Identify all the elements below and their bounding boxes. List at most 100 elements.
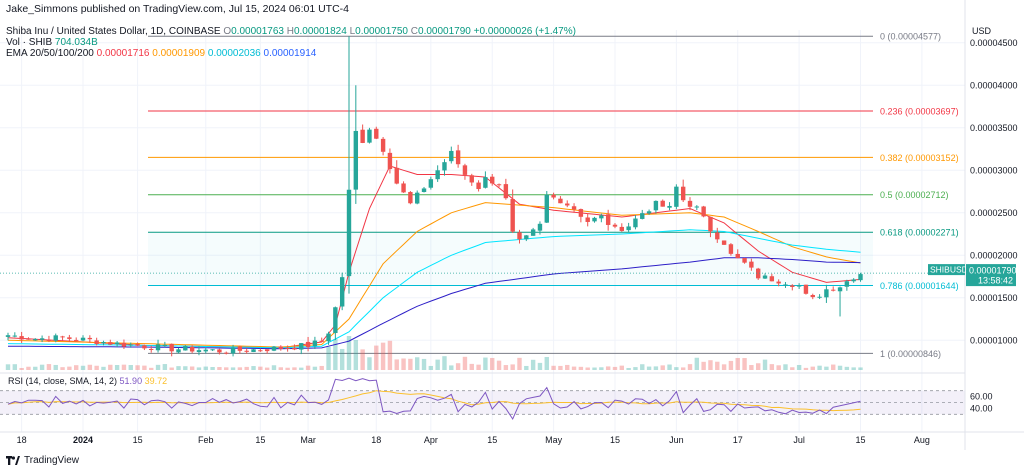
candle-body	[203, 349, 208, 352]
candle	[305, 336, 311, 352]
rsi-pane: RSI (14, close, SMA, 14, 2) 51.90 39.72 6…	[0, 372, 993, 421]
volume-bar	[264, 367, 270, 370]
candle	[708, 216, 713, 238]
open-label: O	[223, 26, 232, 37]
candle	[155, 339, 161, 353]
candle-body	[421, 188, 427, 193]
candle-body	[319, 340, 324, 342]
volume-bar	[544, 356, 549, 370]
candle	[660, 199, 665, 207]
publisher-line: Jake_Simmons published on TradingView.co…	[6, 3, 349, 15]
candle-body	[217, 349, 222, 353]
candle	[149, 345, 154, 353]
volume-bar	[176, 366, 181, 370]
volume-bar	[578, 366, 584, 370]
volume-bar	[101, 366, 106, 370]
candle-body	[305, 341, 311, 348]
candle-body	[33, 338, 38, 341]
close-label: C	[410, 26, 419, 37]
candle	[401, 181, 406, 193]
candle	[94, 337, 99, 346]
candle-body	[326, 333, 331, 342]
rsi-axis-label: 60.00	[970, 392, 993, 402]
volume-bar	[26, 366, 31, 370]
volume-bar	[715, 361, 720, 370]
volume-bar	[217, 367, 222, 370]
volume-bar	[490, 357, 495, 370]
candle-body	[653, 200, 659, 211]
volume-bar	[762, 359, 768, 370]
time-tick: 15	[255, 435, 265, 445]
candle	[824, 284, 829, 303]
volume-bar	[435, 359, 440, 370]
volume-bar	[149, 367, 154, 370]
fib-label-0.618: 0.618 (0.00002271)	[880, 228, 959, 238]
volume-bar	[5, 364, 11, 370]
volume-bar	[483, 357, 488, 370]
volume-bar	[769, 364, 775, 370]
candle	[517, 229, 522, 244]
candle-body	[142, 345, 147, 349]
volume-bar	[53, 364, 58, 370]
candle-body	[599, 215, 604, 219]
candle	[217, 348, 222, 355]
candle	[646, 209, 652, 215]
candle	[674, 184, 679, 210]
volume-bar	[189, 366, 195, 370]
candle-body	[285, 347, 290, 349]
price-tick: 0.00002000	[970, 250, 1018, 260]
time-tick: 18	[17, 435, 27, 445]
volume-bar	[401, 358, 406, 370]
tradingview-logo-icon	[6, 456, 20, 465]
candle	[571, 203, 577, 213]
rsi-line	[7, 377, 861, 421]
candle	[783, 282, 788, 288]
close-value: 0.00001790	[418, 26, 471, 37]
candle-body	[483, 177, 488, 188]
candle-body	[12, 335, 18, 337]
candle-body	[455, 150, 461, 165]
price-tick: 0.00003500	[970, 123, 1018, 133]
time-tick: Apr	[424, 435, 438, 445]
candle-body	[646, 211, 652, 214]
candle	[510, 189, 515, 233]
volume-bar	[510, 364, 515, 370]
candle-body	[353, 130, 359, 190]
volume-bar	[844, 366, 850, 370]
volume-bar	[374, 345, 379, 370]
candle	[530, 227, 536, 236]
volume-bar	[203, 366, 208, 370]
candle	[578, 208, 584, 223]
candle-body	[346, 189, 352, 277]
volume-bar	[687, 364, 693, 370]
candle-body	[183, 346, 188, 351]
candle-body	[537, 223, 543, 231]
candle-body	[442, 162, 447, 171]
candle-body	[824, 289, 829, 298]
volume-bar	[824, 366, 829, 370]
volume-bar	[46, 364, 52, 370]
volume-bar	[415, 357, 420, 370]
candle-body	[176, 349, 181, 353]
volume-bar	[476, 364, 481, 370]
volume-bar	[796, 364, 802, 370]
candle-body	[503, 184, 509, 199]
candle	[483, 171, 488, 189]
candle	[476, 180, 481, 192]
candle	[353, 85, 359, 204]
candle-body	[67, 337, 72, 339]
time-tick: Jun	[669, 435, 684, 445]
candle	[592, 216, 597, 223]
candle	[837, 286, 843, 317]
candle-body	[128, 344, 133, 346]
volume-bar	[537, 362, 543, 370]
candle-body	[674, 186, 679, 207]
candle	[162, 341, 168, 348]
candle-body	[776, 281, 781, 284]
candle-body	[660, 200, 665, 207]
candle	[858, 272, 863, 282]
time-tick: Jul	[793, 435, 805, 445]
volume-bar	[230, 367, 236, 370]
volume-bar	[346, 336, 352, 370]
